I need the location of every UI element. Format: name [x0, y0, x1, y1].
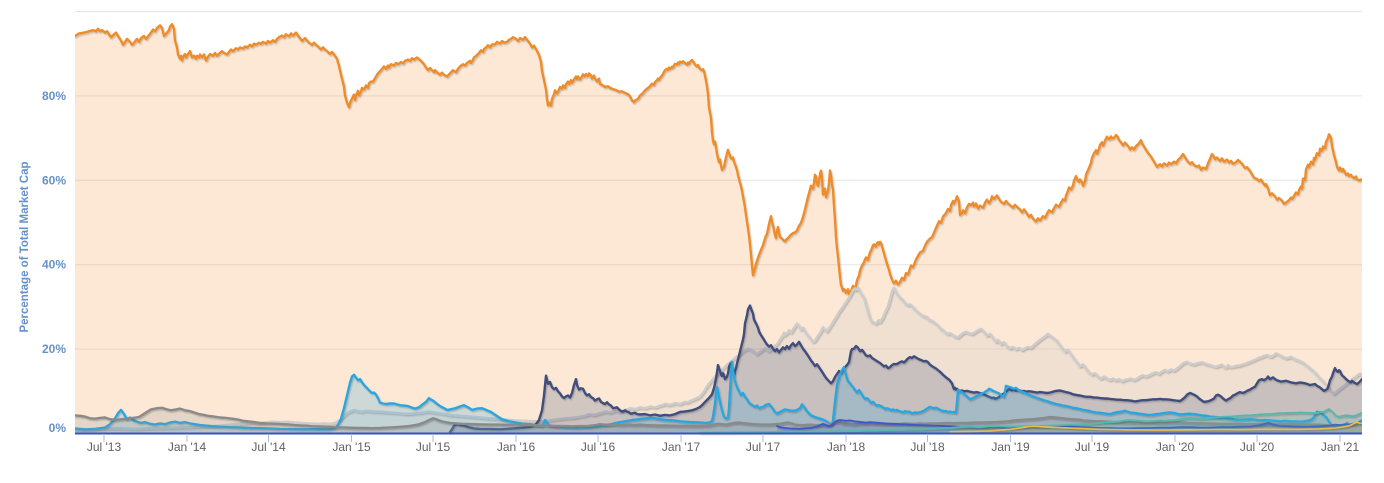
- svg-text:Jan '21: Jan '21: [1321, 440, 1360, 454]
- svg-text:Jul '16: Jul '16: [581, 440, 616, 454]
- svg-text:80%: 80%: [42, 89, 66, 103]
- svg-text:Jan '14: Jan '14: [168, 440, 207, 454]
- svg-text:Jul '17: Jul '17: [746, 440, 781, 454]
- svg-text:Jul '15: Jul '15: [416, 440, 451, 454]
- svg-text:0%: 0%: [49, 421, 67, 435]
- svg-text:Jul '18: Jul '18: [910, 440, 945, 454]
- svg-text:Jan '20: Jan '20: [1156, 440, 1195, 454]
- svg-text:Jan '18: Jan '18: [827, 440, 866, 454]
- svg-text:20%: 20%: [42, 342, 66, 356]
- svg-text:Jul '19: Jul '19: [1075, 440, 1110, 454]
- svg-text:Jul '13: Jul '13: [87, 440, 122, 454]
- svg-text:Jan '17: Jan '17: [662, 440, 701, 454]
- svg-text:Jan '15: Jan '15: [332, 440, 371, 454]
- svg-text:Jan '16: Jan '16: [497, 440, 536, 454]
- svg-text:60%: 60%: [42, 173, 66, 187]
- svg-text:40%: 40%: [42, 258, 66, 272]
- svg-text:Percentage of Total Market Cap: Percentage of Total Market Cap: [19, 161, 31, 332]
- svg-text:Jul '14: Jul '14: [251, 440, 286, 454]
- svg-text:Jan '19: Jan '19: [991, 440, 1030, 454]
- svg-text:Jul '20: Jul '20: [1240, 440, 1275, 454]
